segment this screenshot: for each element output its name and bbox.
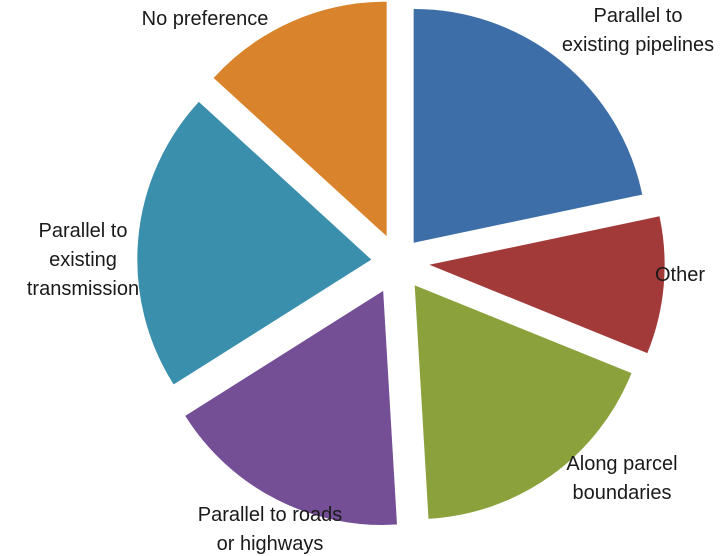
- pie-slice: [413, 9, 643, 243]
- slice-label-line: No preference: [142, 8, 269, 30]
- slice-label: Parallel to existing pipelines: [562, 5, 714, 56]
- slice-label-line: existing pipelines: [562, 34, 714, 56]
- slice-label-line: Other: [655, 264, 705, 286]
- slice-label-line: existing: [49, 249, 117, 271]
- slice-label: Parallel to roads or highways: [198, 504, 343, 555]
- slice-label-line: boundaries: [573, 482, 672, 504]
- slice-label: Parallel to existing transmission: [27, 220, 139, 300]
- slice-label-line: Parallel to: [39, 220, 128, 242]
- slice-label-line: Parallel to: [594, 5, 683, 27]
- slice-label-line: transmission: [27, 278, 139, 300]
- pie-slice: [213, 1, 387, 237]
- slice-label-line: Along parcel: [566, 453, 677, 475]
- pie-slice: [414, 285, 632, 519]
- slice-label-line: or highways: [217, 533, 324, 555]
- slice-label: Along parcel boundaries: [566, 453, 677, 504]
- pie-slice: [137, 101, 372, 385]
- slice-label: Other: [655, 264, 705, 286]
- slice-label-line: Parallel to roads: [198, 504, 343, 526]
- slice-label: No preference: [142, 8, 269, 30]
- pie-slice: [185, 290, 397, 525]
- pie-slice: [429, 216, 665, 354]
